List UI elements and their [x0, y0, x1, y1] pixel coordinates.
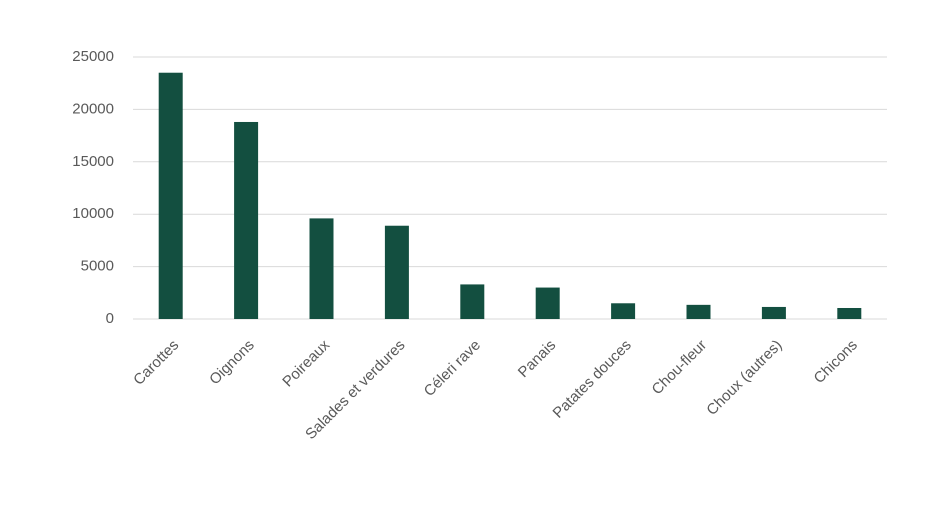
- y-tick-label: 0: [106, 310, 114, 327]
- x-tick-label: Poireaux: [279, 336, 333, 390]
- bar: [837, 307, 862, 319]
- x-tick-label: Patates douces: [550, 337, 635, 422]
- bar: [384, 225, 409, 319]
- y-tick-label: 10000: [72, 205, 114, 222]
- y-tick-label: 15000: [72, 153, 114, 170]
- x-tick-label: Céleri rave: [421, 337, 484, 400]
- bar: [611, 303, 636, 319]
- bar: [686, 304, 711, 319]
- x-tick-label: Carottes: [130, 337, 182, 389]
- y-tick-label: 5000: [81, 258, 114, 275]
- x-tick-label: Choux (autres): [703, 337, 785, 419]
- x-tick-label: Oignons: [206, 337, 258, 389]
- x-tick-label: Chou-fleur: [649, 337, 711, 399]
- y-tick-label: 25000: [72, 48, 114, 65]
- bar: [234, 121, 259, 319]
- bar: [158, 72, 183, 319]
- bar: [309, 218, 334, 319]
- x-tick-label: Chicons: [811, 337, 861, 387]
- y-tick-label: 20000: [72, 100, 114, 117]
- bar: [535, 287, 560, 319]
- x-tick-label: Panais: [515, 337, 559, 381]
- bar: [761, 306, 786, 319]
- bar: [460, 284, 485, 319]
